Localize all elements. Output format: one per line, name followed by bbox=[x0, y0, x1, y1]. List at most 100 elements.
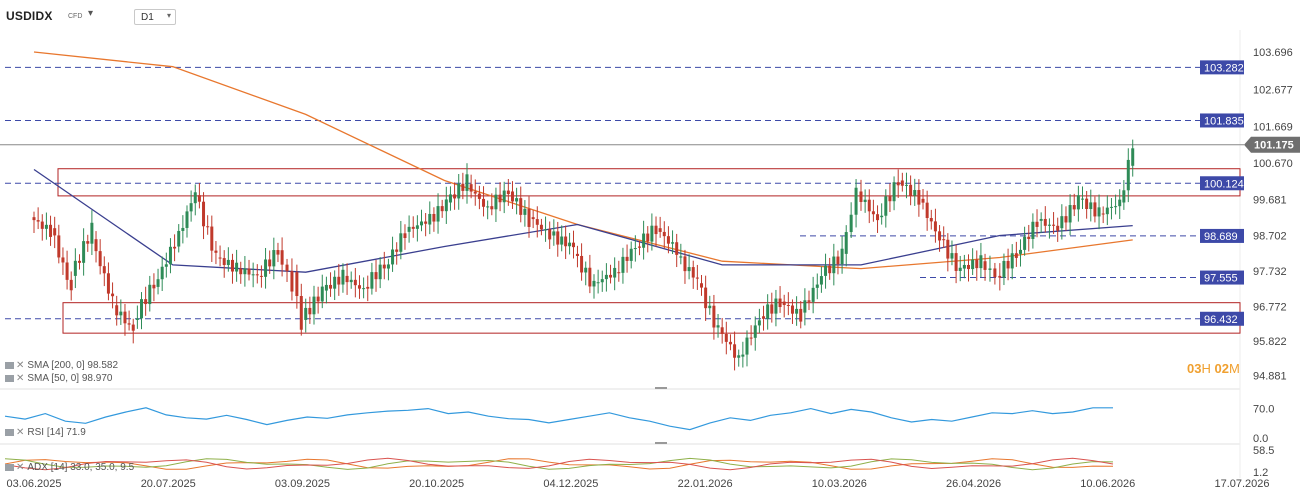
candle-body bbox=[998, 275, 1002, 278]
candle-body bbox=[625, 256, 629, 261]
candle-body bbox=[324, 284, 328, 291]
symbol-dropdown-icon[interactable]: ▾ bbox=[88, 8, 94, 19]
timeframe-label: D1 bbox=[141, 12, 154, 23]
candle-body bbox=[1023, 236, 1027, 250]
candle-body bbox=[77, 260, 81, 263]
candle-body bbox=[247, 268, 251, 275]
candle-body bbox=[1114, 206, 1118, 208]
candle-body bbox=[1118, 199, 1122, 207]
timeframe-select[interactable]: D1 ▾ bbox=[134, 9, 176, 25]
candle-body bbox=[909, 184, 913, 196]
level-badge bbox=[1200, 60, 1244, 75]
candle-body bbox=[925, 202, 929, 219]
candle-body bbox=[436, 206, 440, 222]
candle-body bbox=[362, 288, 366, 290]
candle-body bbox=[836, 256, 840, 265]
candle-body bbox=[637, 246, 641, 248]
candle-body bbox=[272, 250, 276, 267]
countdown-hours: 03 bbox=[1187, 361, 1202, 376]
candle-body bbox=[1101, 213, 1105, 215]
candle-body bbox=[453, 194, 457, 199]
level-badge-label: 96.432 bbox=[1204, 314, 1238, 326]
candle-body bbox=[1043, 218, 1047, 226]
candle-body bbox=[876, 214, 880, 221]
sma200-label: SMA [200, 0] 98.582 bbox=[27, 360, 119, 371]
date-tick-label: 04.12.2025 bbox=[543, 478, 598, 490]
candle-body bbox=[337, 276, 341, 285]
candle-body bbox=[564, 236, 568, 247]
candle-body bbox=[774, 298, 778, 314]
candle-body bbox=[173, 246, 177, 249]
candle-body bbox=[206, 226, 210, 228]
candle-body bbox=[353, 279, 357, 286]
close-icon[interactable]: ✕ bbox=[16, 360, 25, 371]
candle-body bbox=[749, 337, 753, 339]
candle-body bbox=[975, 259, 979, 269]
candle-body bbox=[933, 221, 937, 232]
candle-body bbox=[921, 198, 925, 203]
candle-body bbox=[329, 284, 333, 289]
candle-body bbox=[102, 266, 106, 274]
candle-body bbox=[613, 267, 617, 278]
candle-body bbox=[131, 324, 135, 331]
price-tick-label: 96.772 bbox=[1253, 301, 1287, 313]
level-badge bbox=[1200, 176, 1244, 191]
level-badge-label: 101.835 bbox=[1204, 115, 1244, 127]
candle-body bbox=[741, 354, 745, 357]
candle-body bbox=[486, 206, 490, 208]
candle-body bbox=[378, 264, 382, 280]
candle-body bbox=[799, 308, 803, 322]
candle-body bbox=[884, 196, 888, 216]
candle-body bbox=[942, 239, 946, 241]
candle-body bbox=[596, 282, 600, 284]
candle-body bbox=[662, 231, 666, 237]
candle-body bbox=[197, 195, 201, 202]
candle-body bbox=[53, 228, 57, 236]
candle-body bbox=[633, 248, 637, 250]
candle-body bbox=[1109, 206, 1113, 208]
rsi-tick-label: 0.0 bbox=[1253, 433, 1268, 445]
candle-body bbox=[575, 253, 579, 256]
candle-body bbox=[900, 180, 904, 186]
candle-body bbox=[666, 236, 670, 244]
candle-body bbox=[144, 299, 148, 305]
candle-body bbox=[214, 250, 218, 253]
price-tick-label: 95.822 bbox=[1253, 336, 1287, 348]
candle-body bbox=[757, 320, 761, 326]
close-icon[interactable]: ✕ bbox=[16, 427, 25, 438]
close-icon[interactable]: ✕ bbox=[16, 373, 25, 384]
candle-body bbox=[712, 305, 716, 328]
candle-body bbox=[1035, 221, 1039, 227]
close-icon[interactable]: ✕ bbox=[16, 462, 25, 473]
candle-body bbox=[962, 264, 966, 269]
candle-body bbox=[420, 221, 424, 226]
candle-body bbox=[140, 299, 144, 319]
candle-body bbox=[556, 231, 560, 245]
resistance-zone bbox=[57, 168, 1241, 197]
candle-body bbox=[560, 236, 564, 245]
countdown-minutes: 02 bbox=[1214, 361, 1229, 376]
date-tick-label: 03.06.2025 bbox=[6, 478, 61, 490]
candle-body bbox=[1014, 253, 1018, 258]
pane-resize-handle bbox=[655, 442, 667, 444]
price-tick-label: 97.732 bbox=[1253, 266, 1287, 278]
candle-body bbox=[386, 264, 390, 269]
candle-body bbox=[871, 211, 875, 215]
candle-body bbox=[440, 206, 444, 212]
candle-body bbox=[308, 307, 312, 315]
rsi-tick-label: 70.0 bbox=[1253, 404, 1274, 416]
candle-body bbox=[276, 250, 280, 255]
candle-body bbox=[1089, 202, 1093, 210]
candle-body bbox=[544, 229, 548, 231]
candle-body bbox=[461, 183, 465, 191]
price-tick-label: 102.677 bbox=[1253, 85, 1293, 97]
date-tick-label: 10.06.2026 bbox=[1080, 478, 1135, 490]
candle-body bbox=[255, 274, 259, 276]
candle-body bbox=[766, 304, 770, 319]
candle-body bbox=[333, 276, 337, 289]
candle-body bbox=[444, 199, 448, 212]
candle-body bbox=[929, 218, 933, 222]
candle-body bbox=[728, 341, 732, 345]
symbol-name[interactable]: USDIDX bbox=[6, 9, 53, 23]
